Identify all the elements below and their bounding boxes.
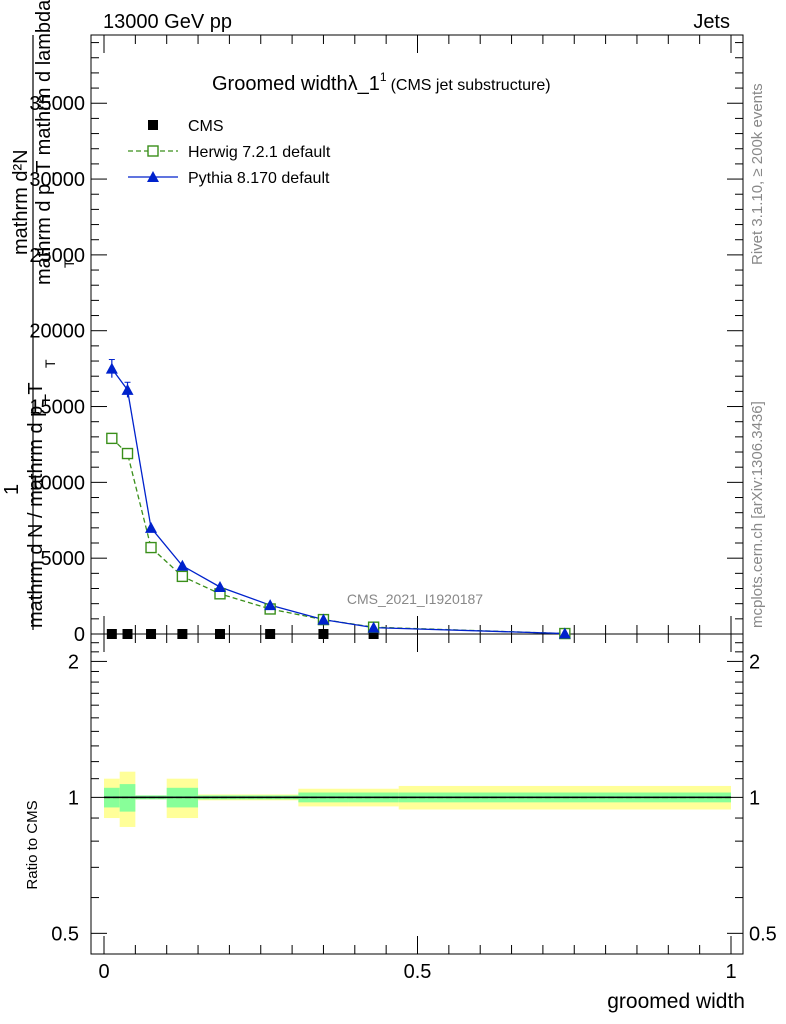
- header-category-label: Jets: [693, 11, 730, 33]
- ratio-tick-label-right: 1: [749, 787, 760, 809]
- legend-label-pythia: Pythia 8.170 default: [188, 170, 330, 187]
- cms-point: [368, 629, 379, 639]
- cms-point: [177, 629, 188, 639]
- pythia-point: [367, 621, 380, 633]
- y-axis-label: mathrm d²N mathrm d p_T mathrm d lambda …: [1, 0, 77, 630]
- analysis-watermark: CMS_2021_I1920187: [347, 591, 483, 607]
- pythia-point: [213, 580, 226, 592]
- legend: CMS Herwig 7.2.1 default Pythia 8.170 defa…: [128, 118, 331, 187]
- herwig-point: [106, 432, 118, 445]
- pythia-point: [264, 599, 277, 611]
- ratio-uncertainty-bands: [104, 771, 731, 827]
- y-tick-label: 5000: [41, 548, 86, 570]
- y-tick-label: 10000: [29, 472, 85, 494]
- ratio-tick-label: 1: [68, 787, 79, 809]
- herwig-point: [121, 447, 134, 460]
- series-points: [105, 359, 571, 640]
- y-tick-label: 25000: [29, 245, 85, 267]
- main-axis-ticks: 0 5000 10000 15000 20000 25000 30000 35000: [29, 42, 743, 646]
- cms-point: [214, 629, 225, 639]
- chart-title: Groomed widthλ_11 (CMS jet substructure): [212, 70, 551, 95]
- y-axis-label-numerator: 1: [1, 484, 23, 495]
- cms-point: [146, 629, 157, 639]
- mcplots-label: mcplots.cern.ch [arXiv:1306.3436]: [749, 401, 766, 628]
- y-axis-label-denominator-subscript: T: [42, 359, 58, 368]
- y-axis-label-top-subscript: T: [61, 259, 77, 268]
- legend-marker-pythia: [147, 171, 159, 182]
- y-axis-label-top: mathrm d²N: [10, 149, 32, 255]
- y-tick-label: 20000: [29, 321, 85, 343]
- y-tick-label: 30000: [29, 169, 85, 191]
- pythia-point: [317, 613, 330, 625]
- ratio-tick-label-right: 2: [749, 651, 760, 673]
- pythia-point: [558, 627, 571, 639]
- herwig-point: [145, 541, 157, 554]
- ratio-y-axis-label: Ratio to CMS: [24, 800, 41, 889]
- y-axis-label-denominator: mathrm d N / mathrm d p_T: [25, 382, 47, 628]
- legend-marker-cms: [148, 120, 158, 130]
- pythia-point: [145, 521, 158, 533]
- ratio-tick-label: 0.5: [51, 923, 79, 945]
- legend-marker-herwig: [147, 145, 159, 157]
- pythia-point: [105, 362, 118, 374]
- x-tick-label: 0: [98, 961, 109, 983]
- cms-point: [106, 629, 117, 639]
- herwig-line: [111, 437, 565, 635]
- cms-point: [265, 629, 276, 639]
- legend-label-herwig: Herwig 7.2.1 default: [188, 144, 331, 161]
- pythia-line: [111, 368, 565, 635]
- cms-point: [122, 629, 133, 639]
- y-tick-label: 35000: [29, 93, 85, 115]
- y-tick-label: 0: [74, 624, 85, 646]
- header-energy-label: 13000 GeV pp: [103, 11, 232, 33]
- ratio-tick-label-right: 0.5: [749, 923, 777, 945]
- pythia-point: [176, 559, 189, 571]
- ratio-tick-label: 2: [68, 651, 79, 673]
- pythia-point: [121, 383, 134, 395]
- ratio-axis-ticks: 0.5 0.5 1 1 2 2: [51, 642, 777, 945]
- x-axis-ticks: 0 0.5 1: [98, 35, 737, 983]
- series-lines: [111, 368, 565, 635]
- x-axis-label: groomed width: [607, 990, 745, 1013]
- legend-label-cms: CMS: [188, 118, 224, 135]
- x-tick-label: 1: [725, 961, 736, 983]
- cms-point: [318, 629, 329, 639]
- y-tick-label: 15000: [29, 397, 85, 419]
- y-axis-label-top-sub: mathrm d p_T mathrm d lambda: [33, 0, 55, 285]
- herwig-point: [176, 570, 189, 583]
- x-tick-label: 0.5: [404, 961, 432, 983]
- rivet-version-label: Rivet 3.1.10, ≥ 200k events: [749, 83, 766, 265]
